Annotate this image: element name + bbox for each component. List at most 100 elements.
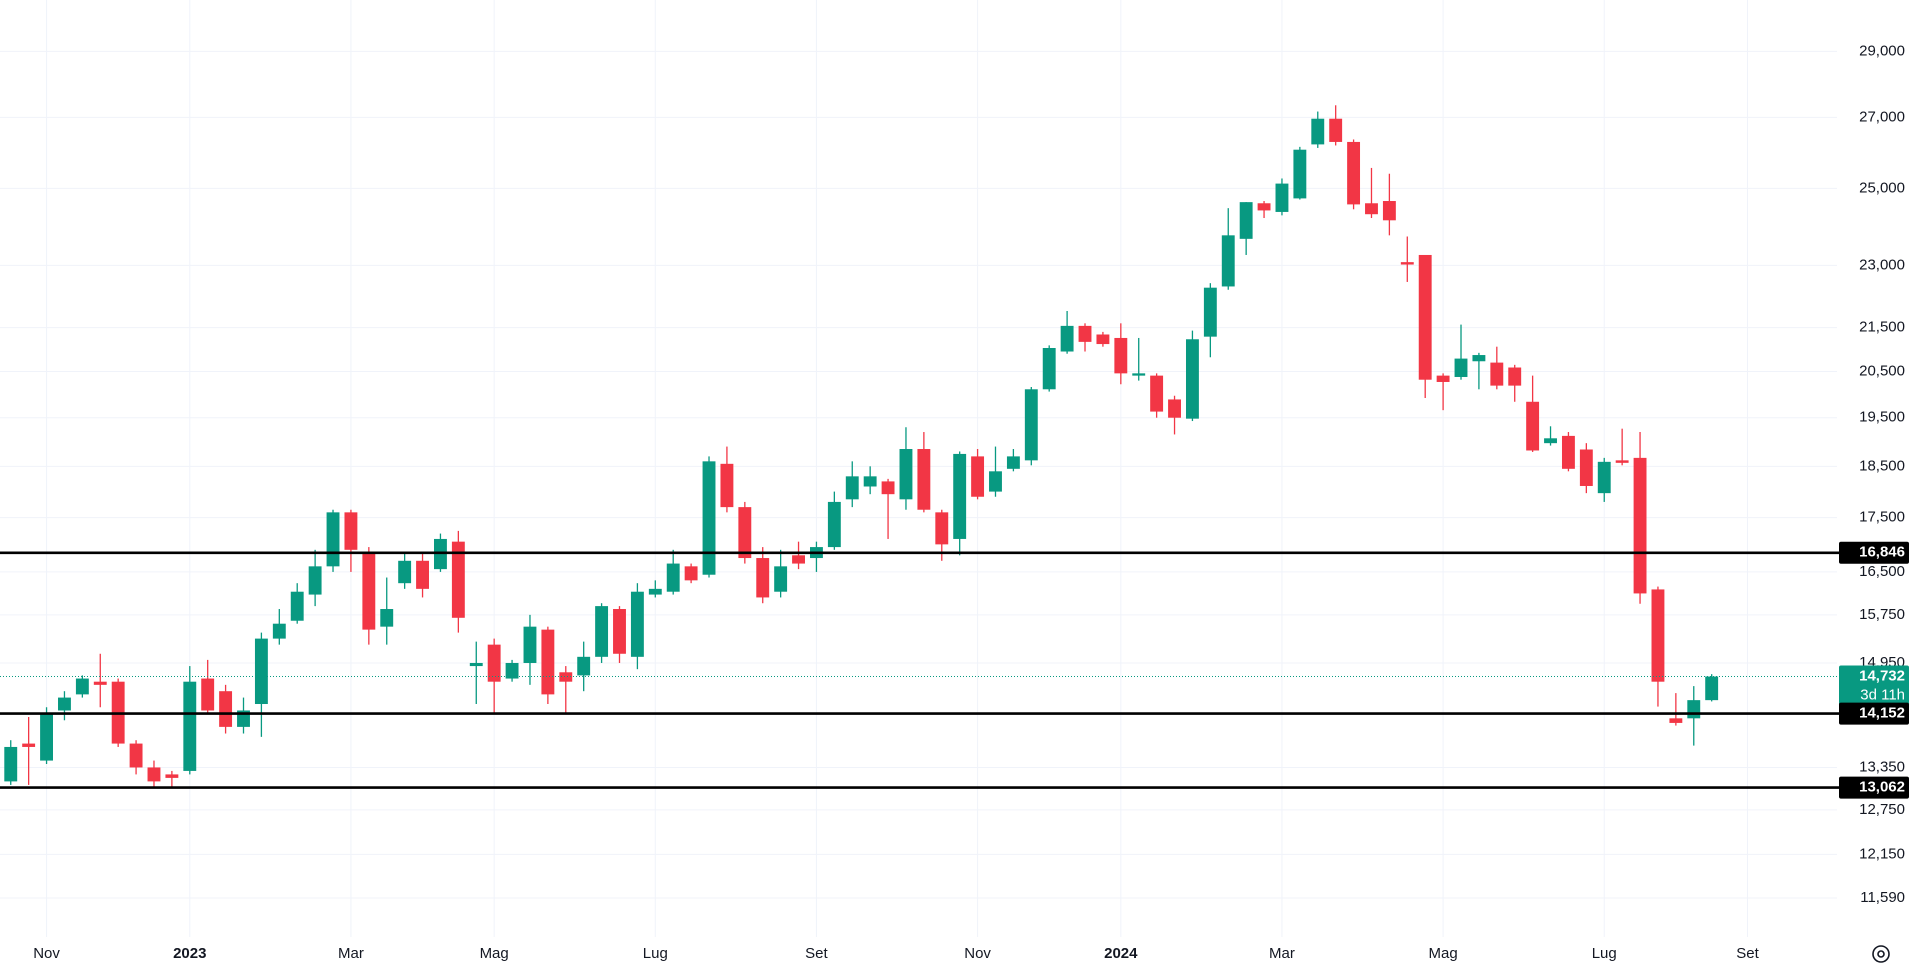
candle-body: [40, 713, 53, 761]
candle-body: [1365, 203, 1378, 215]
candle-body: [1347, 141, 1361, 205]
level-label-box: [1839, 776, 1909, 799]
level-label: 14,152: [1859, 705, 1905, 722]
candle-body: [702, 461, 716, 575]
candle-body: [1114, 337, 1128, 374]
candle-body: [1454, 358, 1468, 377]
candle-body: [1418, 254, 1432, 380]
candle-body: [183, 681, 197, 771]
settings-button[interactable]: [1872, 945, 1890, 963]
x-tick-label: Nov: [33, 945, 60, 962]
candle-body: [58, 697, 71, 711]
y-tick-label: 12,750: [1859, 801, 1905, 818]
candle-body: [219, 691, 233, 727]
level-label-box: [1839, 541, 1909, 564]
y-tick-label: 11,590: [1860, 889, 1905, 906]
candle-body: [523, 626, 537, 663]
candle-body: [971, 456, 985, 497]
candle-body: [577, 656, 591, 676]
candle-body: [308, 566, 322, 595]
candle-body: [344, 512, 358, 550]
y-tick-label: 16,500: [1859, 563, 1905, 580]
candle-body: [1078, 325, 1092, 342]
candle-body: [362, 552, 376, 630]
candle-body: [469, 662, 483, 667]
candle-body: [1006, 456, 1020, 469]
candle-body: [22, 743, 36, 747]
candle-body: [899, 449, 913, 500]
candle-body: [1633, 457, 1647, 594]
candle-body: [505, 662, 519, 679]
candle-body: [1042, 347, 1056, 390]
candle-body: [1669, 718, 1683, 723]
candle-body: [416, 560, 429, 589]
candle-body: [1687, 700, 1701, 719]
y-tick-label: 23,000: [1859, 256, 1905, 273]
candle-body: [1615, 460, 1629, 463]
candle-body: [1150, 375, 1164, 412]
x-tick-label: Mar: [338, 945, 364, 962]
candle-body: [254, 638, 268, 705]
candle-body: [1168, 399, 1181, 418]
candle-body: [1472, 355, 1486, 362]
candle-body: [93, 681, 107, 685]
candle-body: [1490, 362, 1504, 386]
y-tick-label: 12,150: [1859, 845, 1905, 862]
candle-body: [1329, 118, 1343, 142]
candle-body: [1579, 449, 1593, 486]
x-tick-label: Mar: [1269, 945, 1295, 962]
candle-body: [75, 678, 89, 695]
candle-body: [1508, 367, 1522, 386]
candle-body: [1436, 375, 1450, 382]
candle-body: [756, 558, 770, 598]
candle-body: [738, 507, 752, 559]
candle-body: [1024, 389, 1038, 461]
candle-body: [881, 481, 895, 495]
y-tick-label: 27,000: [1859, 108, 1905, 125]
x-tick-label: Lug: [1592, 945, 1617, 962]
candle-body: [845, 476, 859, 500]
candle-body: [1544, 438, 1557, 444]
candle-body: [1526, 401, 1540, 451]
candle-body: [4, 746, 18, 782]
candle-body: [1400, 262, 1414, 265]
settings-gear[interactable]: [1872, 945, 1890, 963]
candle-body: [720, 463, 734, 508]
x-tick-label: Mag: [480, 945, 509, 962]
candle-body: [380, 609, 394, 627]
y-tick-label: 18,500: [1859, 457, 1905, 474]
last-price-box: [1839, 665, 1909, 706]
candle-body: [290, 591, 304, 621]
x-tick-label: 2024: [1104, 945, 1138, 962]
y-tick-label: 15,750: [1859, 606, 1905, 623]
candle-body: [201, 678, 215, 711]
y-tick-label: 25,000: [1859, 179, 1905, 196]
candle-body: [792, 555, 805, 564]
candle-body: [1293, 149, 1307, 199]
settings-gear-hub[interactable]: [1877, 950, 1885, 958]
candle-body: [398, 560, 412, 584]
candle-body: [147, 767, 161, 782]
candle-body: [613, 609, 626, 654]
y-tick-label: 29,000: [1859, 42, 1905, 59]
level-label-box: [1839, 702, 1909, 725]
x-tick-label: Set: [1736, 945, 1759, 962]
candle-body: [917, 449, 931, 510]
y-tick-label: 20,500: [1859, 363, 1905, 380]
countdown-label: 3d 11h: [1860, 687, 1905, 704]
candle-body: [1132, 373, 1146, 376]
candle-body: [541, 629, 555, 695]
candle-body: [272, 623, 286, 639]
candle-body: [1275, 183, 1289, 212]
candle-body: [1221, 235, 1235, 287]
candle-body: [1382, 201, 1396, 221]
candle-body: [1203, 287, 1217, 337]
candle-body: [666, 563, 680, 592]
candle-body: [1651, 589, 1665, 682]
candle-body: [953, 453, 967, 539]
candle-body: [165, 774, 179, 778]
candle-body: [129, 743, 143, 768]
x-tick-label: 2023: [173, 945, 206, 962]
level-label: 13,062: [1859, 779, 1905, 796]
